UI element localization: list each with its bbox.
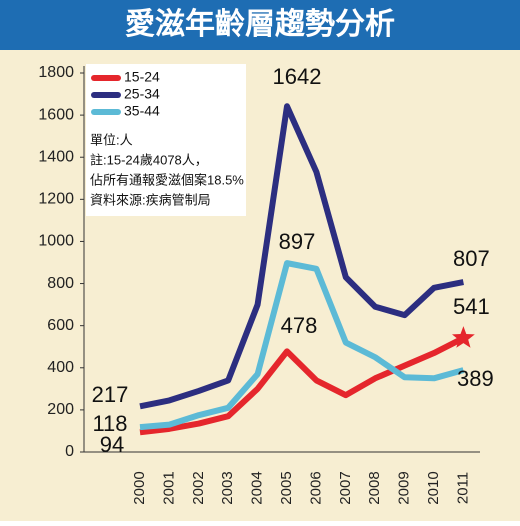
legend-note: 單位:人 [90, 132, 133, 147]
y-tick-label: 1000 [38, 233, 74, 250]
legend-note: 資料來源:疾病管制局 [90, 192, 211, 207]
y-tick-label: 0 [65, 443, 74, 460]
data-label: 94 [100, 432, 124, 457]
x-tick-label: 2009 [396, 471, 413, 504]
y-tick-label: 200 [47, 401, 74, 418]
highlight-star [452, 326, 475, 348]
data-label: 478 [281, 313, 318, 338]
x-tick-label: 2001 [160, 471, 177, 504]
x-tick-label: 2005 [278, 471, 295, 504]
y-tick-label: 1400 [38, 148, 74, 165]
data-label: 217 [92, 382, 129, 407]
data-label: 807 [453, 246, 490, 271]
legend-label: 25-34 [124, 86, 160, 102]
x-tick-label: 2007 [337, 471, 354, 504]
x-tick-label: 2002 [190, 471, 207, 504]
x-tick-label: 2004 [249, 471, 266, 504]
y-tick-label: 1800 [38, 64, 74, 81]
y-tick-label: 1200 [38, 191, 74, 208]
x-tick-label: 2011 [454, 472, 471, 504]
x-tick-label: 2000 [131, 471, 148, 504]
data-label: 118 [92, 411, 127, 436]
y-tick-label: 1600 [38, 106, 74, 123]
legend-label: 35-44 [124, 103, 160, 119]
title-banner [0, 0, 520, 50]
data-label: 897 [279, 229, 316, 254]
series-line [139, 103, 464, 410]
data-label: 541 [453, 294, 490, 319]
legend [86, 64, 246, 216]
series-line [139, 260, 465, 431]
x-tick-label: 2006 [307, 471, 324, 504]
x-tick-label: 2010 [425, 471, 442, 504]
y-tick-label: 800 [47, 275, 74, 292]
chart-title: 愛滋年齡層趨勢分析 [125, 7, 395, 41]
series-line [139, 335, 465, 436]
legend-label: 15-24 [124, 69, 160, 85]
data-label: 1642 [273, 64, 322, 89]
legend-note: 佔所有通報愛滋個案18.5% [90, 172, 244, 187]
legend-note: 註:15-24歲4078人， [90, 152, 208, 167]
y-tick-label: 600 [47, 317, 74, 334]
x-tick-label: 2008 [366, 471, 383, 504]
x-tick-label: 2003 [219, 471, 236, 504]
y-tick-label: 400 [47, 359, 74, 376]
data-label: 389 [457, 366, 494, 391]
